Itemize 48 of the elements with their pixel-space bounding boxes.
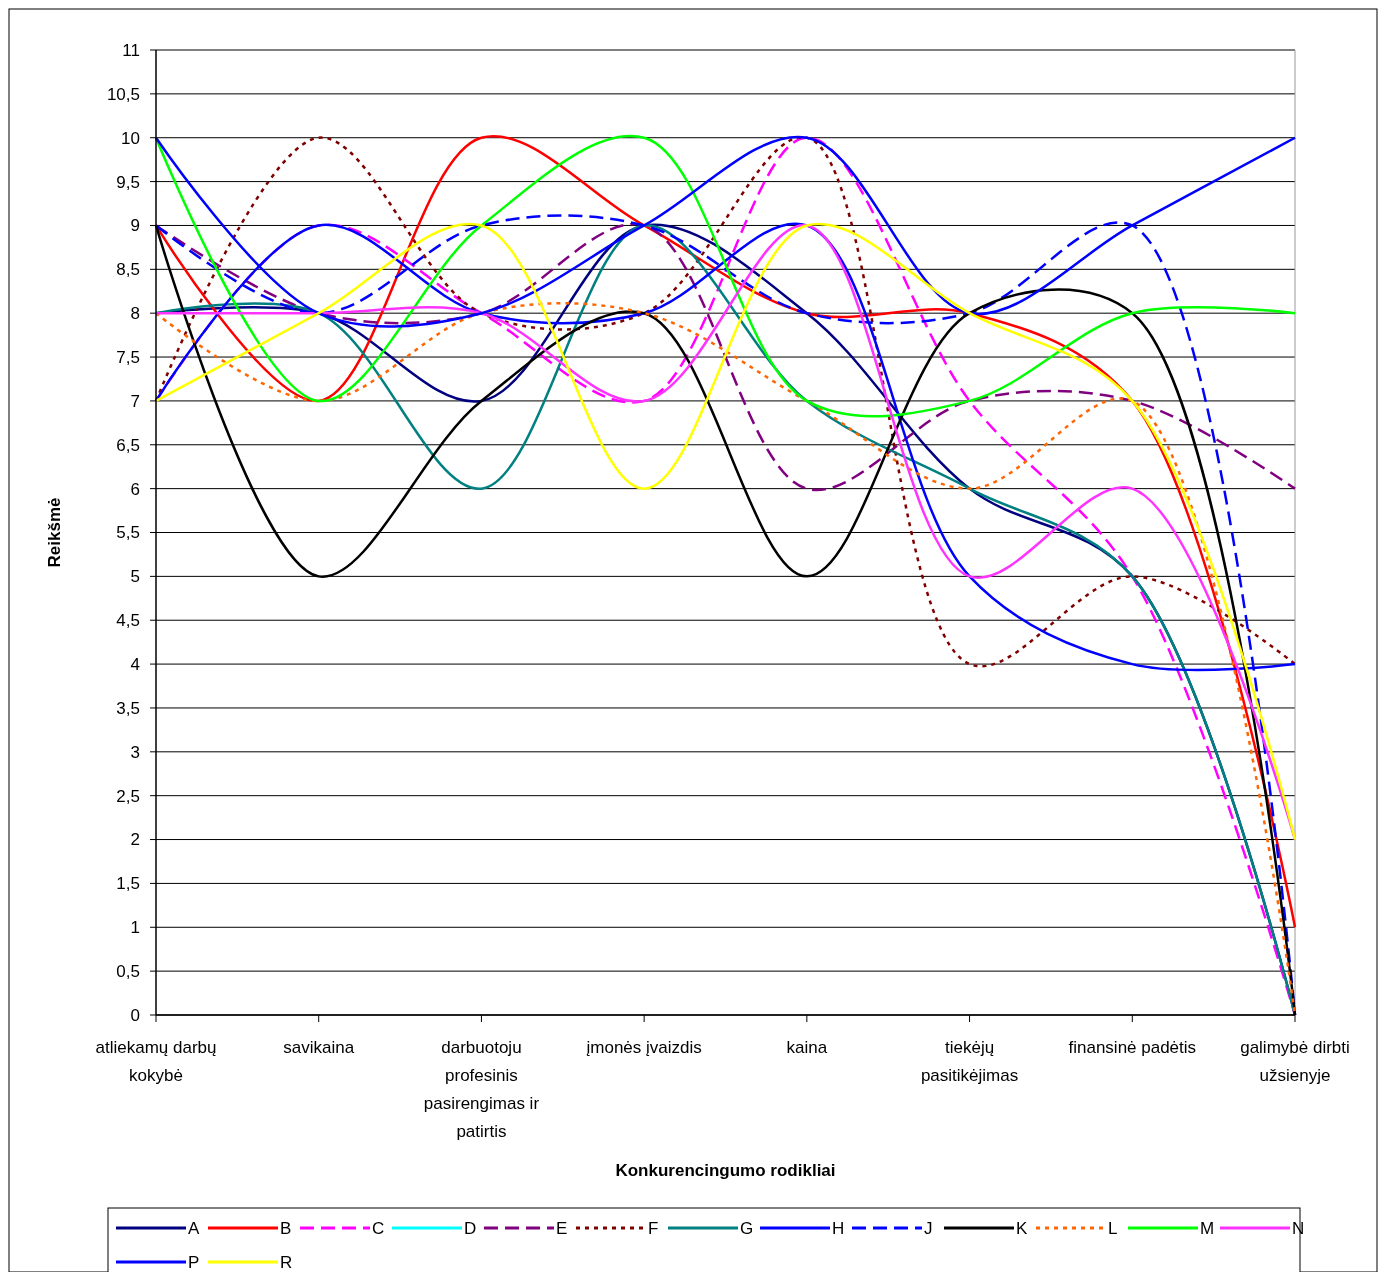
x-tick-label: savikaina [283, 1038, 355, 1057]
x-axis-title: Konkurencingumo rodikliai [615, 1161, 836, 1180]
y-tick-label: 8,5 [116, 260, 140, 280]
legend-label: P [188, 1252, 200, 1272]
y-tick-label: 0,5 [116, 962, 140, 982]
y-tick-label: 10 [121, 128, 140, 148]
y-tick-label: 9 [130, 216, 140, 236]
y-tick-label: 0 [130, 1005, 140, 1025]
y-tick-label: 4,5 [116, 611, 140, 631]
x-tick-label: atliekamų darbų kokybė [95, 1038, 217, 1085]
legend-label: B [280, 1218, 292, 1238]
y-tick-label: 1,5 [116, 874, 140, 894]
x-tick-label: galimybė dirbti užsienyje [1240, 1038, 1350, 1085]
x-tick-label: tiekėjų pasitikėjimas [920, 1038, 1019, 1085]
legend-label: E [556, 1218, 568, 1238]
legend-label: H [832, 1218, 845, 1238]
legend-label: K [1016, 1218, 1028, 1238]
y-tick-label: 11 [122, 40, 140, 60]
y-tick-label: 7 [130, 391, 140, 411]
y-tick-label: 2,5 [116, 786, 140, 806]
y-tick-label: 7,5 [116, 348, 140, 367]
x-tick-label: kaina [786, 1038, 828, 1057]
y-tick-label: 1 [130, 918, 140, 938]
y-tick-label: 3 [130, 742, 140, 762]
x-tick-label: finansinė padėtis [1068, 1038, 1197, 1057]
y-tick-label: 10,5 [106, 84, 140, 104]
y-tick-label: 3,5 [116, 698, 140, 718]
legend-label: L [1108, 1218, 1118, 1238]
legend-label: D [464, 1218, 477, 1238]
y-axis-title: Reikšmė [45, 497, 64, 568]
legend-label: N [1292, 1218, 1305, 1238]
legend-label: G [740, 1218, 754, 1238]
y-tick-label: 4 [130, 655, 140, 675]
legend-label: F [648, 1218, 659, 1238]
legend-label: R [280, 1252, 293, 1272]
y-tick-label: 2 [130, 830, 140, 850]
y-tick-label: 5,5 [116, 523, 140, 543]
y-tick-label: 5 [130, 567, 140, 587]
y-tick-label: 9,5 [116, 172, 140, 192]
y-tick-label: 6,5 [116, 435, 140, 455]
x-tick-label: įmonės įvaizdis [586, 1038, 702, 1057]
y-tick-label: 6 [130, 479, 140, 499]
legend-label: J [924, 1218, 933, 1238]
legend-label: M [1200, 1218, 1215, 1238]
y-tick-label: 8 [130, 304, 140, 324]
legend-label: A [188, 1218, 200, 1238]
x-tick-label: darbuotoju profesinis pasirengimas ir patirtis [423, 1038, 540, 1141]
legend-label: C [372, 1218, 385, 1238]
